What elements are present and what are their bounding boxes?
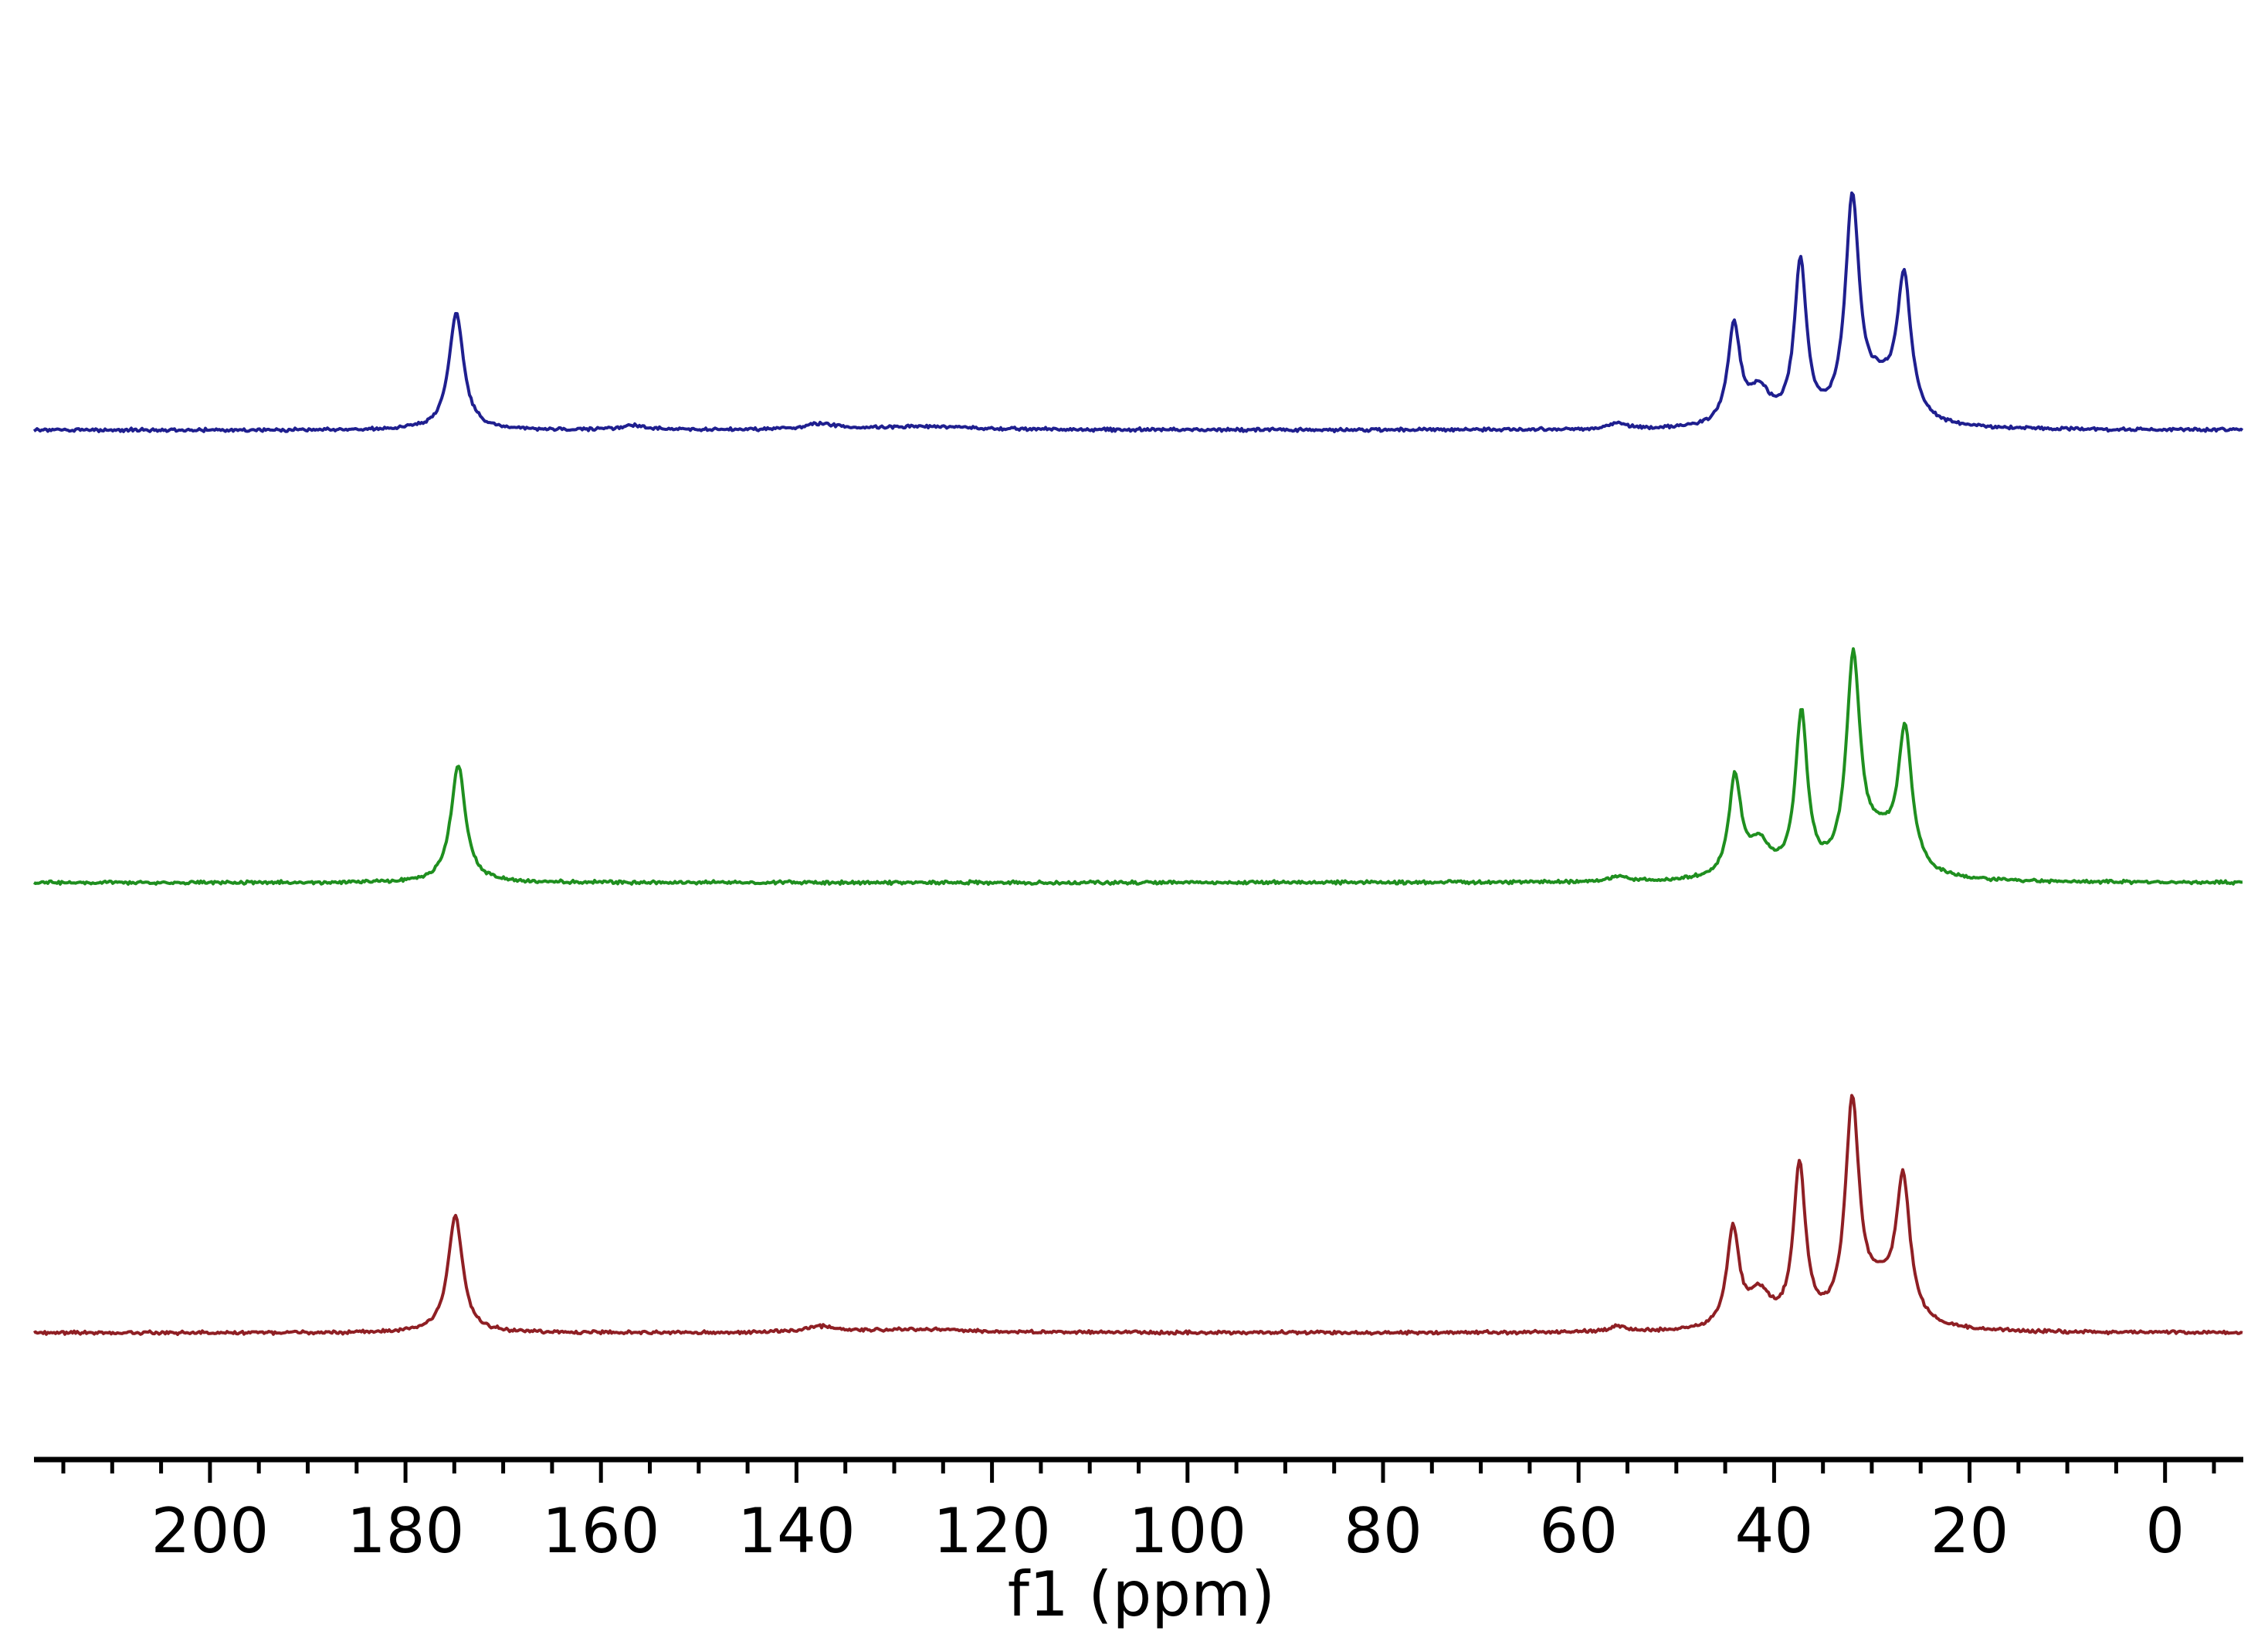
spectra-traces [32, 191, 2244, 1336]
x-tick-label: 40 [1735, 1495, 1814, 1567]
x-axis-tick-labels: 200 180 160 140 120 100 80 60 40 20 0 [151, 1495, 2185, 1567]
x-tick-label: 20 [1931, 1495, 2009, 1567]
x-axis-title: f1 (ppm) [1008, 1558, 1275, 1630]
spectrum-trace-1 [32, 191, 2244, 433]
x-tick-label: 180 [347, 1495, 465, 1567]
x-tick-label: 0 [2145, 1495, 2185, 1567]
spectrum-trace-3 [32, 1094, 2243, 1336]
x-axis: 200 180 160 140 120 100 80 60 40 20 0 f1 (ppm) [34, 1456, 2243, 1630]
x-tick-label: 60 [1539, 1495, 1618, 1567]
spectrum-trace-2 [32, 647, 2243, 887]
x-tick-label: 160 [542, 1495, 660, 1567]
x-tick-label: 100 [1128, 1495, 1246, 1567]
x-tick-label: 140 [737, 1495, 856, 1567]
x-tick-label: 200 [151, 1495, 270, 1567]
x-tick-label: 80 [1344, 1495, 1422, 1567]
x-tick-label: 120 [933, 1495, 1051, 1567]
x-axis-ticks [61, 1460, 2216, 1483]
